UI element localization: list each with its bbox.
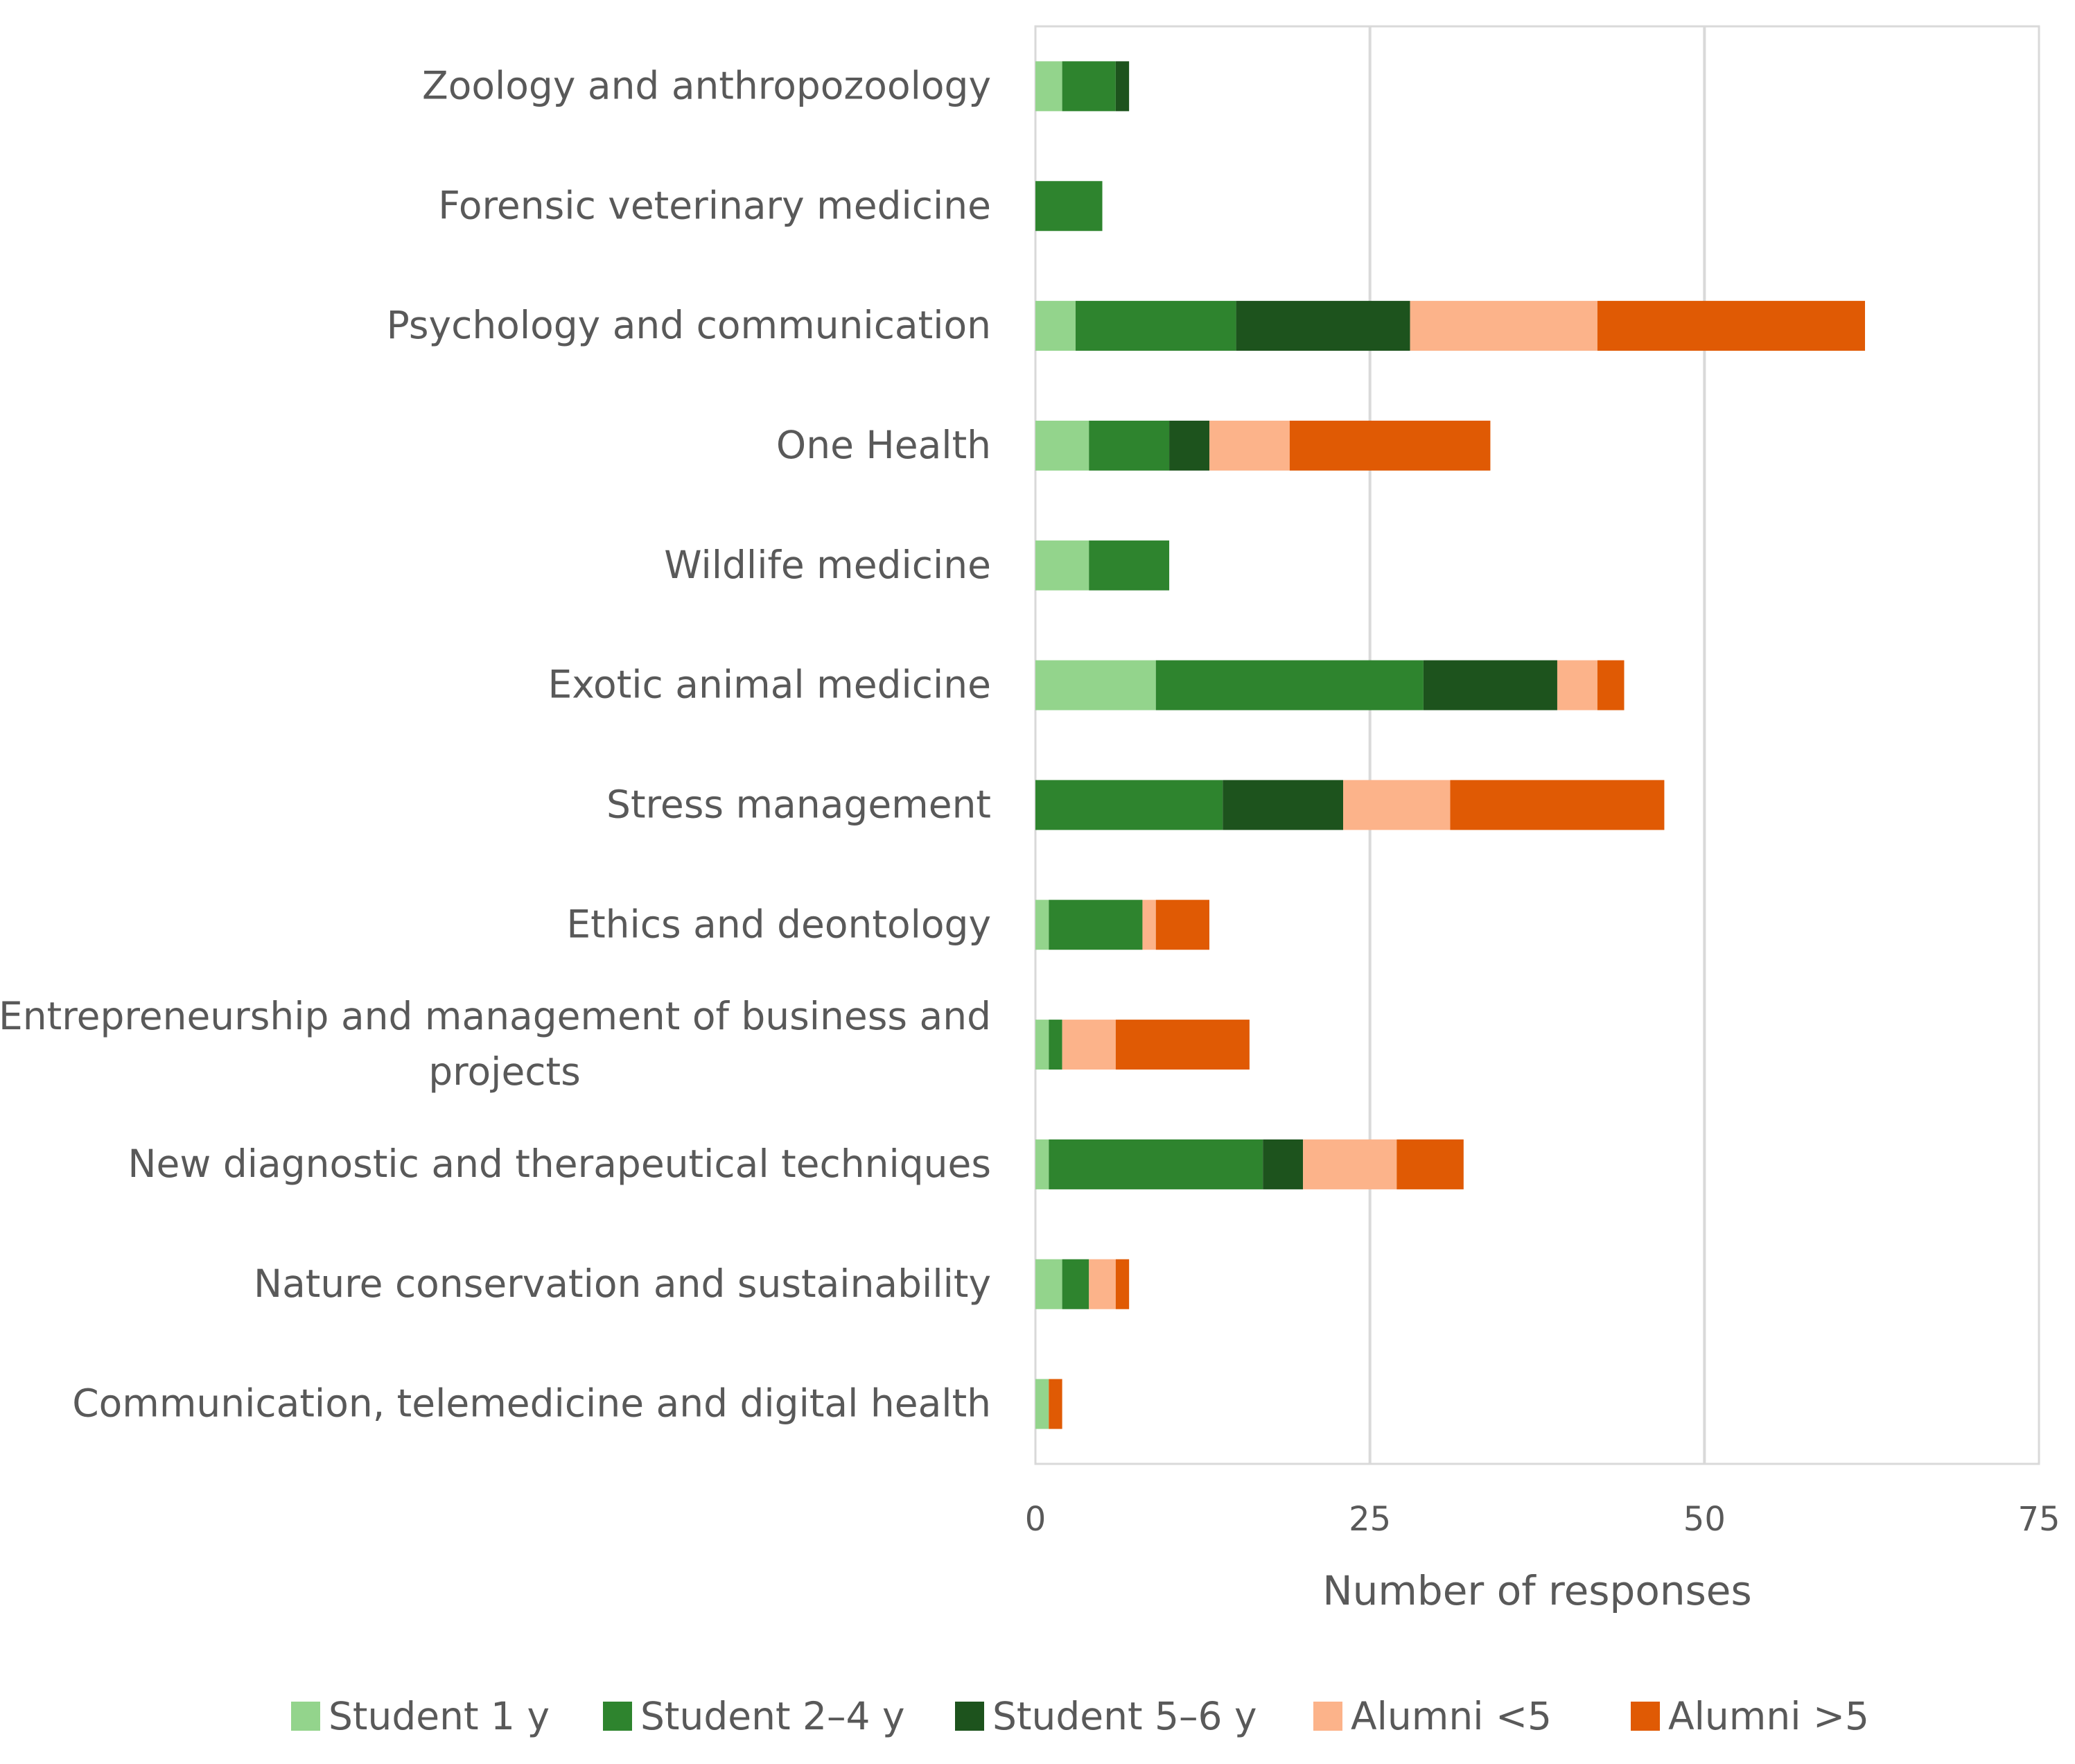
category-label: Zoology and anthropozoology [422, 63, 991, 107]
bar-segment [1410, 301, 1597, 351]
bar-segment [1597, 301, 1866, 351]
category-label: Ethics and deontology [566, 902, 991, 946]
bar-segment [1155, 660, 1424, 710]
bar-segment [1035, 1020, 1049, 1070]
bar-segment [1155, 900, 1209, 950]
bar-segment [1223, 780, 1344, 830]
legend-swatch [1631, 1702, 1660, 1731]
bar-segment [1343, 780, 1451, 830]
bar-segment [1450, 780, 1665, 830]
bar-segment [1035, 780, 1223, 830]
legend-label: Student 1 y [329, 1694, 550, 1738]
bar-segment [1397, 1139, 1464, 1189]
bar-segment [1263, 1139, 1304, 1189]
x-tick-label: 50 [1683, 1500, 1726, 1539]
bar-segment [1075, 301, 1236, 351]
x-axis-title: Number of responses [1322, 1567, 1751, 1614]
bar-segment [1089, 420, 1170, 471]
bar-segment [1062, 1020, 1116, 1070]
category-label: New diagnostic and therapeutical techniq… [128, 1142, 991, 1186]
category-label: Communication, telemedicine and digital … [72, 1381, 991, 1426]
bar-segment [1209, 420, 1290, 471]
bar-segment [1089, 540, 1170, 591]
bar-segment [1035, 1139, 1049, 1189]
category-label: One Health [776, 423, 991, 467]
legend: Student 1 y Student 2–4 y Student 5–6 y Alu… [291, 1694, 1869, 1738]
legend-swatch [1313, 1702, 1342, 1731]
plot-area-frame [1034, 25, 2040, 1465]
bar-segment [1049, 900, 1143, 950]
bar-segment [1035, 181, 1103, 232]
bar-segment [1035, 900, 1049, 950]
bar-segment [1049, 1379, 1062, 1429]
bar-segment [1236, 301, 1410, 351]
bar-segment [1049, 1139, 1263, 1189]
legend-swatch [291, 1702, 320, 1731]
category-label: Exotic animal medicine [548, 663, 991, 707]
legend-swatch [603, 1702, 632, 1731]
bar-segment [1035, 61, 1062, 112]
x-tick-label: 25 [1349, 1500, 1391, 1539]
legend-label: Alumni >5 [1668, 1694, 1869, 1738]
category-label: Psychology and communication [387, 303, 991, 347]
bar-segment [1049, 1020, 1062, 1070]
bar-segment [1035, 420, 1089, 471]
bar-segment [1035, 1259, 1062, 1309]
bar-segment [1035, 301, 1076, 351]
bar-segment [1597, 660, 1625, 710]
gridlines [1368, 26, 1706, 1464]
bar-segment [1062, 61, 1116, 112]
legend-label: Student 5–6 y [992, 1694, 1257, 1738]
bar-segment [1035, 660, 1156, 710]
bar-segment [1115, 1259, 1130, 1309]
legend-label: Student 2–4 y [640, 1694, 905, 1738]
bar-segment [1289, 420, 1491, 471]
bar-segment [1089, 1259, 1116, 1309]
bar-segment [1035, 1379, 1049, 1429]
category-label: Wildlife medicine [664, 543, 991, 587]
bar-segment [1303, 1139, 1397, 1189]
bars [1035, 61, 1866, 1429]
category-label: projects [428, 1049, 581, 1094]
x-tick-label: 75 [2017, 1500, 2060, 1539]
bar-segment [1115, 61, 1130, 112]
bar-segment [1115, 1020, 1250, 1070]
bar-segment [1169, 420, 1209, 471]
bar-segment [1557, 660, 1597, 710]
category-label: Forensic veterinary medicine [438, 183, 991, 227]
category-label: Entrepreneurship and management of busin… [0, 994, 991, 1038]
legend-swatch [955, 1702, 984, 1731]
legend-label: Alumni <5 [1351, 1694, 1552, 1738]
x-tick-label: 0 [1025, 1500, 1047, 1539]
bar-segment [1423, 660, 1557, 710]
category-label: Stress management [606, 782, 991, 826]
category-label: Nature conservation and sustainability [254, 1261, 991, 1306]
bar-segment [1035, 540, 1089, 591]
bar-segment [1142, 900, 1156, 950]
category-labels: Zoology and anthropozoology Forensic vete… [0, 63, 991, 1425]
x-tick-labels: 0 25 50 75 [1025, 1500, 2060, 1539]
bar-segment [1062, 1259, 1089, 1309]
